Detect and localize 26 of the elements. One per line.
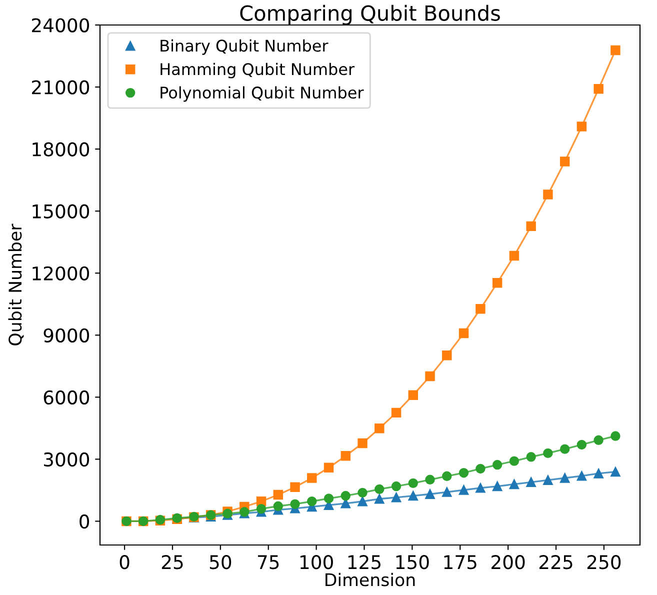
x-tick-label: 150 — [396, 555, 429, 570]
x-tick-label: 175 — [444, 555, 476, 570]
y-tick-label: 0 — [80, 514, 90, 529]
y-tick-label: 21000 — [32, 80, 90, 94]
chart-title: Comparing Qubit Bounds — [240, 4, 500, 25]
y-axis-title: Qubit Number — [8, 224, 24, 346]
x-tick-label: 0 — [120, 555, 130, 570]
x-tick-label: 250 — [587, 555, 621, 570]
x-tick-label: 125 — [348, 555, 381, 570]
y-tick-label: 6000 — [44, 390, 90, 405]
x-tick-label: 25 — [162, 555, 183, 570]
x-tick-label: 50 — [210, 555, 232, 570]
x-tick-label: 100 — [300, 555, 333, 570]
y-tick-label: 12000 — [32, 266, 90, 280]
y-tick-label: 24000 — [32, 18, 90, 32]
x-axis-title: Dimension — [326, 572, 415, 586]
x-tick-label: 200 — [492, 555, 525, 570]
y-tick-label: 15000 — [32, 204, 90, 218]
y-tick-label: 3000 — [44, 452, 90, 467]
x-tick-label: 75 — [258, 555, 279, 570]
x-tick-label: 225 — [539, 555, 572, 570]
legend-label: Polynomial Qubit Number — [160, 86, 364, 102]
legend-label: Hamming Qubit Number — [160, 62, 355, 78]
legend-label: Binary Qubit Number — [160, 39, 328, 55]
y-tick-label: 9000 — [44, 328, 90, 343]
y-tick-label: 18000 — [32, 142, 90, 156]
